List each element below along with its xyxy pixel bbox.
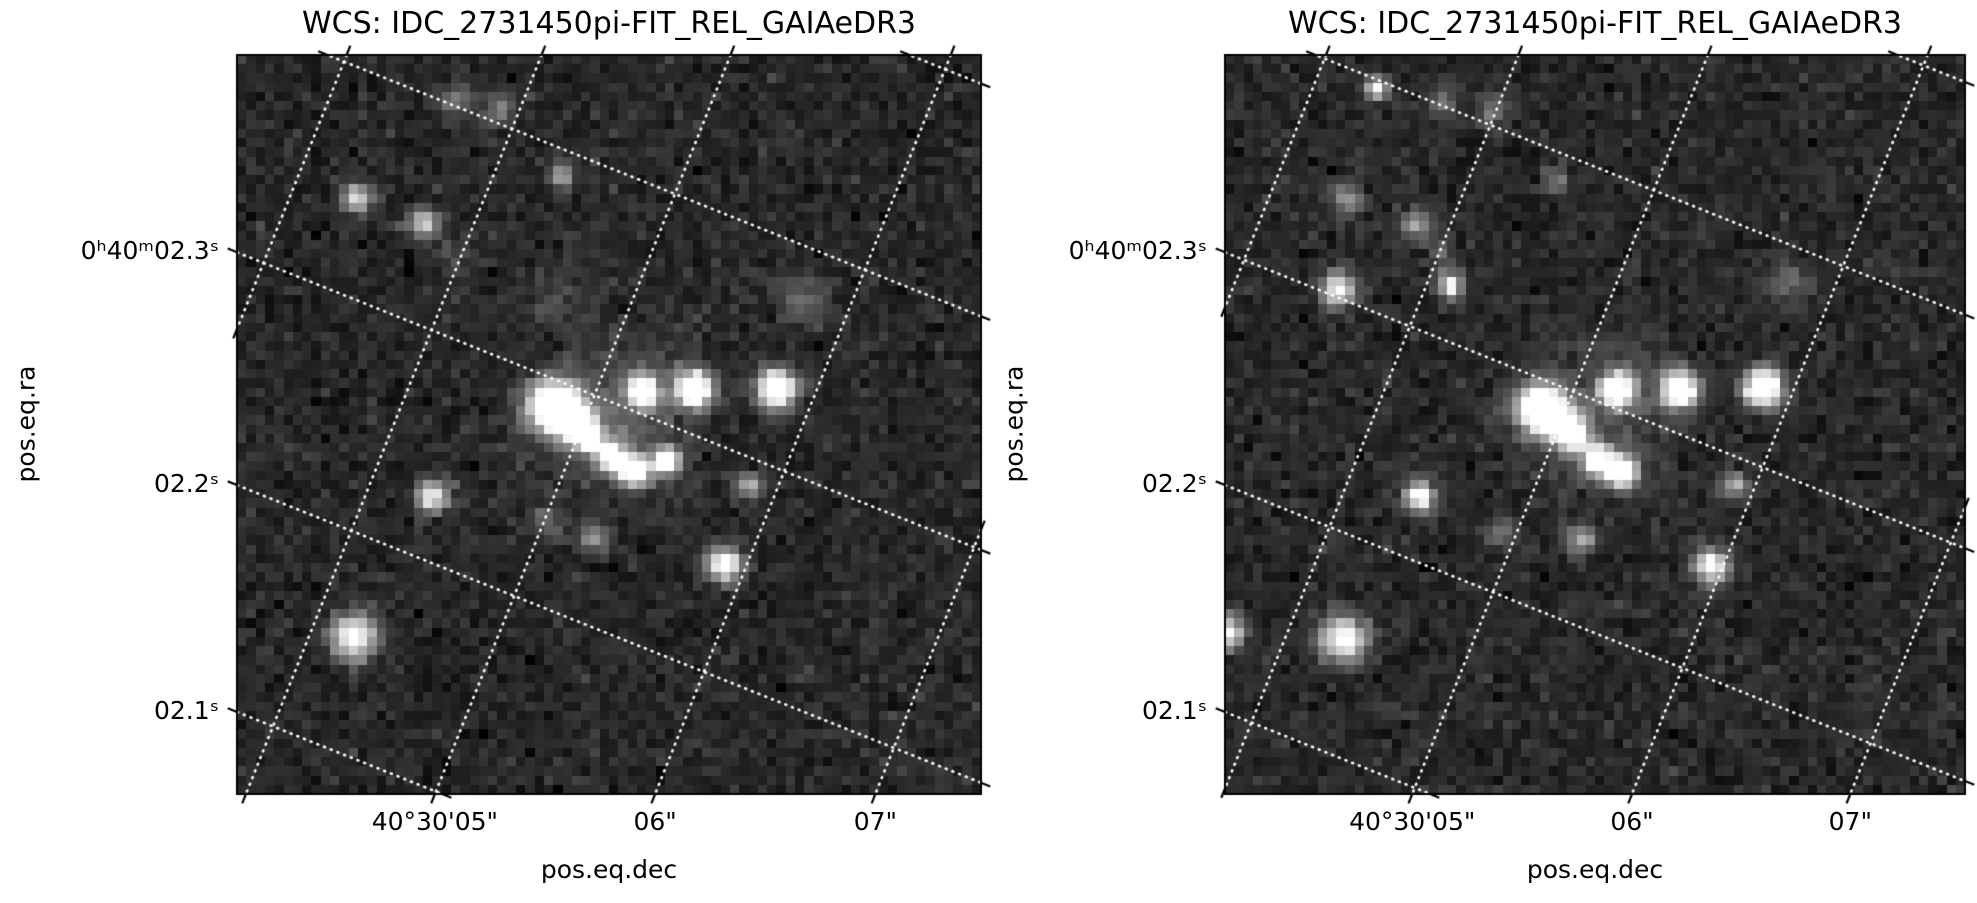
x-tick-label: 40°30'05" (1349, 807, 1476, 836)
y-tick-label: 02.2ˢ (154, 469, 219, 499)
x-tick-label: 07" (853, 807, 897, 836)
y-tick-label: 02.1ˢ (154, 695, 219, 725)
y-tick-label: 02.1ˢ (1142, 695, 1207, 725)
x-tick-label: 07" (1828, 807, 1872, 836)
left-x-axis-label: pos.eq.dec (540, 855, 678, 884)
x-tick-label: 40°30'05" (371, 807, 499, 836)
left-panel-title: WCS: IDC_2731450pi-FIT_REL_GAIAeDR3 (301, 6, 917, 41)
right-panel-title: WCS: IDC_2731450pi-FIT_REL_GAIAeDR3 (1287, 6, 1903, 41)
right-y-axis-label: pos.eq.ra (999, 365, 1029, 483)
y-tick-label: 0ʰ40ᵐ02.3ˢ (80, 236, 219, 266)
y-tick-label: 02.2ˢ (1142, 469, 1207, 499)
right-x-axis-label: pos.eq.dec (1526, 855, 1664, 884)
x-tick-label: 06" (633, 807, 677, 836)
y-tick-label: 0ʰ40ᵐ02.3ˢ (1068, 236, 1207, 266)
x-tick-label: 06" (1610, 807, 1654, 836)
left-y-axis-label: pos.eq.ra (11, 365, 41, 483)
